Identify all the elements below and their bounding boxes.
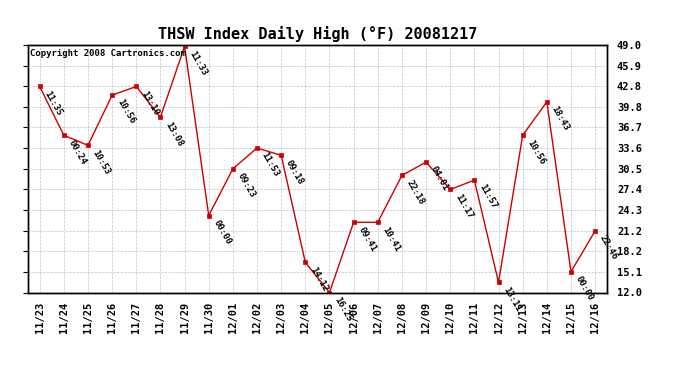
Title: THSW Index Daily High (°F) 20081217: THSW Index Daily High (°F) 20081217 bbox=[158, 27, 477, 42]
Text: 11:17: 11:17 bbox=[453, 192, 474, 220]
Text: 04:01: 04:01 bbox=[429, 165, 450, 193]
Text: 00:00: 00:00 bbox=[574, 274, 595, 302]
Text: 22:46: 22:46 bbox=[598, 234, 619, 261]
Text: 09:41: 09:41 bbox=[357, 225, 377, 253]
Text: 14:12: 14:12 bbox=[308, 265, 329, 293]
Text: 18:43: 18:43 bbox=[550, 105, 571, 132]
Text: 00:24: 00:24 bbox=[67, 138, 88, 166]
Text: 22:18: 22:18 bbox=[405, 178, 426, 206]
Text: 10:56: 10:56 bbox=[526, 138, 546, 166]
Text: 09:23: 09:23 bbox=[236, 171, 257, 199]
Text: 13:08: 13:08 bbox=[164, 120, 184, 148]
Text: 13:10: 13:10 bbox=[139, 89, 160, 117]
Text: 10:56: 10:56 bbox=[115, 98, 136, 126]
Text: 10:53: 10:53 bbox=[91, 148, 112, 176]
Text: 11:33: 11:33 bbox=[188, 49, 208, 77]
Text: 16:25: 16:25 bbox=[333, 295, 353, 323]
Text: 11:53: 11:53 bbox=[260, 151, 281, 178]
Text: 10:41: 10:41 bbox=[381, 225, 402, 253]
Text: 11:35: 11:35 bbox=[43, 89, 63, 117]
Text: 00:00: 00:00 bbox=[212, 218, 233, 246]
Text: 11:57: 11:57 bbox=[477, 183, 498, 211]
Text: 09:18: 09:18 bbox=[284, 158, 305, 186]
Text: 13:11: 13:11 bbox=[502, 285, 522, 313]
Text: Copyright 2008 Cartronics.com: Copyright 2008 Cartronics.com bbox=[30, 49, 186, 58]
